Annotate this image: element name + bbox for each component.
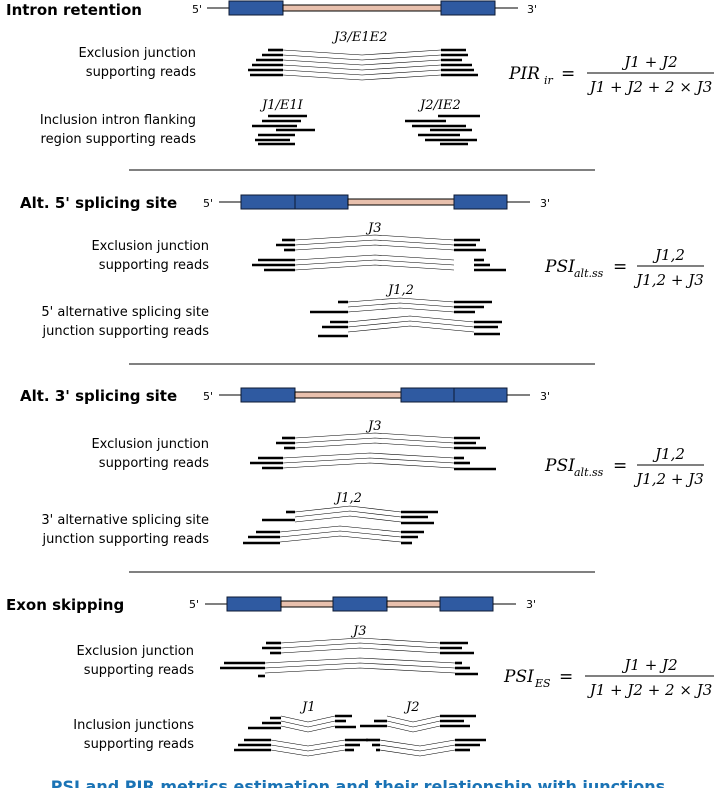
formula-numerator: J1,2 bbox=[652, 246, 685, 264]
formula-lhs: PSI bbox=[503, 667, 534, 687]
junction-label: J1/E1I bbox=[259, 98, 304, 113]
formula-psi-alt-ss: PSI alt.ss = J1,2 J1,2 + J3 bbox=[544, 445, 704, 488]
formula-psi-es: PSI ES = J1 + J2 J1 + J2 + 2 × J3 bbox=[503, 656, 714, 699]
panel-title: Alt. 3' splicing site bbox=[20, 387, 177, 405]
row-label: Inclusion intron flanking bbox=[40, 113, 196, 128]
formula-sub: alt.ss bbox=[574, 267, 604, 280]
cassette-exon bbox=[332, 596, 388, 612]
junction-label: J3 bbox=[365, 419, 381, 434]
exon-3 bbox=[439, 596, 494, 612]
exon-1 bbox=[240, 387, 296, 403]
exon-1 bbox=[228, 0, 284, 16]
formula-numerator: J1 + J2 bbox=[621, 53, 677, 71]
five-prime-label: 5' bbox=[189, 598, 199, 611]
junction-label: J3 bbox=[365, 221, 381, 236]
row-label: Exclusion junction bbox=[91, 437, 209, 452]
junction-label: J2 bbox=[403, 700, 419, 715]
formula-denominator: J1 + J2 + 2 × J3 bbox=[587, 78, 713, 96]
intron-2 bbox=[386, 600, 441, 608]
three-prime-label: 3' bbox=[526, 598, 536, 611]
exon-1 bbox=[240, 194, 296, 210]
row-label: junction supporting reads bbox=[42, 324, 210, 339]
formula-numerator: J1,2 bbox=[652, 445, 685, 463]
formula-sub: ir bbox=[544, 74, 554, 87]
inclusion-reads-left bbox=[252, 114, 315, 146]
panel-title: Exon skipping bbox=[6, 596, 124, 614]
svg-text:=: = bbox=[561, 64, 575, 84]
row-label: 5' alternative splicing site bbox=[41, 305, 209, 320]
row-label: junction supporting reads bbox=[42, 532, 210, 547]
junction-label: J1 bbox=[299, 700, 315, 715]
formula-lhs: PSI bbox=[544, 456, 575, 476]
intron bbox=[347, 198, 455, 206]
inclusion-reads-right bbox=[405, 114, 480, 146]
row-label: supporting reads bbox=[84, 737, 194, 752]
junction-label: J2/IE2 bbox=[417, 98, 461, 113]
formula-denominator: J1,2 + J3 bbox=[633, 470, 704, 488]
three-prime-label: 3' bbox=[527, 3, 537, 16]
five-prime-label: 5' bbox=[203, 390, 213, 403]
alt-exon-extension bbox=[294, 194, 349, 210]
panel-alt-3-splicing: Alt. 3' splicing site 5' 3' Exclusion ju… bbox=[20, 387, 704, 547]
formula-lhs: PIR bbox=[508, 64, 540, 84]
formula-psi-alt-ss: PSI alt.ss = J1,2 J1,2 + J3 bbox=[544, 246, 704, 289]
exclusion-reads bbox=[248, 48, 478, 81]
exclusion-reads bbox=[250, 432, 496, 471]
three-prime-label: 3' bbox=[540, 197, 550, 210]
five-prime-label: 5' bbox=[203, 197, 213, 210]
panel-exon-skipping: Exon skipping 5' 3' Exclusion junction s… bbox=[6, 596, 714, 757]
formula-sub: alt.ss bbox=[574, 466, 604, 479]
intron bbox=[282, 4, 442, 12]
formula-lhs: PSI bbox=[544, 257, 575, 277]
svg-text:=: = bbox=[613, 456, 627, 476]
junction-label: J3 bbox=[350, 624, 366, 639]
row-label: Exclusion junction bbox=[91, 239, 209, 254]
formula-numerator: J1 + J2 bbox=[621, 656, 677, 674]
junction-label: J3/E1E2 bbox=[331, 30, 387, 45]
row-label: 3' alternative splicing site bbox=[41, 513, 209, 528]
row-label: supporting reads bbox=[84, 663, 194, 678]
exclusion-reads bbox=[220, 637, 478, 678]
panel-intron-retention: Intron retention 5' 3' Exclusion junctio… bbox=[6, 0, 714, 147]
row-label: supporting reads bbox=[99, 456, 209, 471]
formula-denominator: J1,2 + J3 bbox=[633, 271, 704, 289]
formula-denominator: J1 + J2 + 2 × J3 bbox=[587, 681, 713, 699]
five-prime-label: 5' bbox=[192, 3, 202, 16]
junction-label: J1,2 bbox=[333, 491, 362, 506]
exon-2 bbox=[440, 0, 496, 16]
alt5-junction-reads bbox=[310, 297, 502, 338]
row-label: supporting reads bbox=[99, 258, 209, 273]
exon-1 bbox=[226, 596, 282, 612]
figure-caption: PSI and PIR metrics estimation and their… bbox=[50, 777, 666, 788]
exon-2 bbox=[453, 387, 508, 403]
panel-alt-5-splicing: Alt. 5' splicing site 5' 3' Exclusion ju… bbox=[20, 194, 704, 339]
alt-exon-extension bbox=[400, 387, 455, 403]
row-label: Exclusion junction bbox=[78, 46, 196, 61]
intron bbox=[294, 391, 402, 399]
panel-title: Alt. 5' splicing site bbox=[20, 194, 177, 212]
three-prime-label: 3' bbox=[540, 390, 550, 403]
exclusion-reads bbox=[252, 234, 506, 272]
row-label: region supporting reads bbox=[41, 132, 197, 147]
svg-text:=: = bbox=[559, 667, 573, 687]
junction-label: J1,2 bbox=[385, 283, 414, 298]
exon-2 bbox=[453, 194, 508, 210]
svg-text:=: = bbox=[613, 257, 627, 277]
row-label: Inclusion junctions bbox=[73, 718, 194, 733]
row-label: Exclusion junction bbox=[76, 644, 194, 659]
alt3-junction-reads bbox=[243, 505, 438, 545]
row-label: supporting reads bbox=[86, 65, 196, 80]
panel-title: Intron retention bbox=[6, 1, 142, 19]
intron-1 bbox=[280, 600, 334, 608]
inclusion-junction-reads bbox=[234, 714, 486, 757]
formula-pir: PIR ir = J1 + J2 J1 + J2 + 2 × J3 bbox=[508, 53, 714, 96]
formula-sub: ES bbox=[534, 677, 551, 690]
